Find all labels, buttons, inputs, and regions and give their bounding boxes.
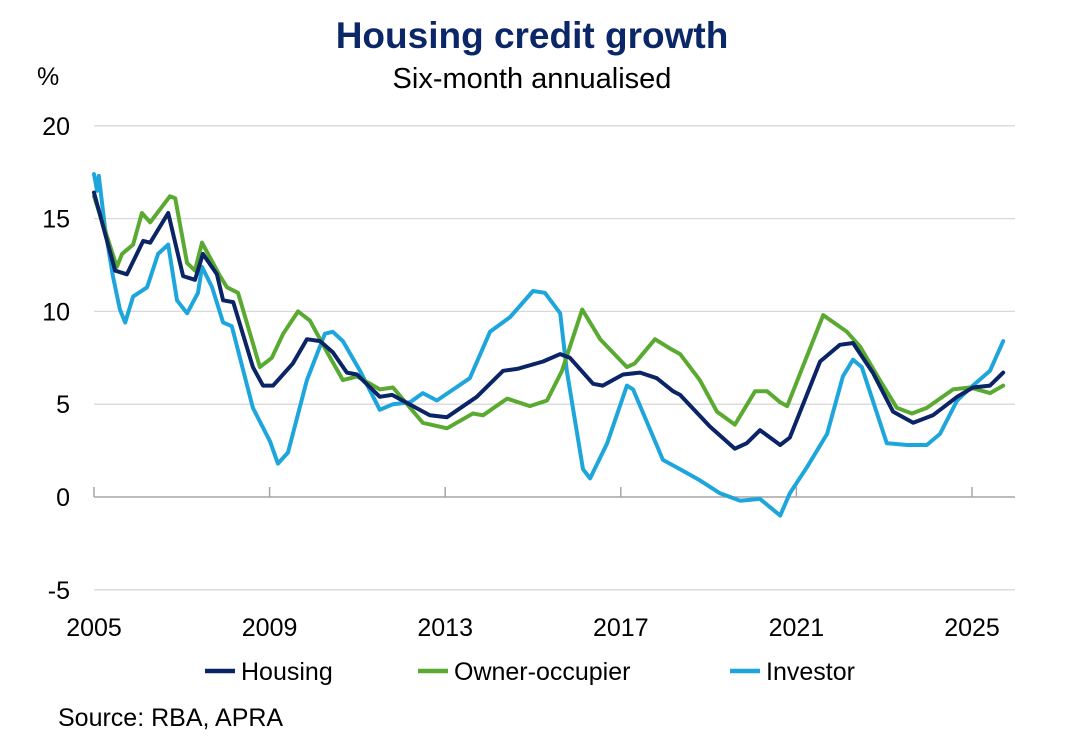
legend-label: Owner-occupier (454, 658, 630, 686)
x-tick-label: 2021 (769, 614, 825, 642)
y-tick-label: 20 (42, 113, 70, 141)
x-tick-label: 2009 (242, 614, 298, 642)
y-tick-label: -5 (48, 577, 70, 605)
legend-item: Housing (205, 658, 333, 686)
chart-subtitle: Six-month annualised (393, 63, 672, 95)
legend-item: Investor (730, 658, 855, 686)
x-tick-label: 2013 (417, 614, 473, 642)
x-tick-label: 2017 (593, 614, 649, 642)
y-tick-label: 15 (42, 206, 70, 234)
series-line-owner-occupier (92, 194, 1006, 431)
y-tick-label: 0 (56, 484, 70, 512)
y-tick-label: 10 (42, 298, 70, 326)
x-tick-label: 2005 (66, 614, 122, 642)
series-line-investor (92, 172, 1006, 518)
chart-title: Housing credit growth (336, 15, 729, 56)
y-axis-unit: % (37, 63, 59, 91)
legend-item: Owner-occupier (418, 658, 630, 686)
series-line-housing (92, 190, 1006, 451)
legend-label: Housing (241, 658, 333, 686)
source-note: Source: RBA, APRA (58, 704, 283, 732)
x-tick-label: 2025 (944, 614, 1000, 642)
y-tick-label: 5 (56, 391, 70, 419)
legend-label: Investor (766, 658, 855, 686)
